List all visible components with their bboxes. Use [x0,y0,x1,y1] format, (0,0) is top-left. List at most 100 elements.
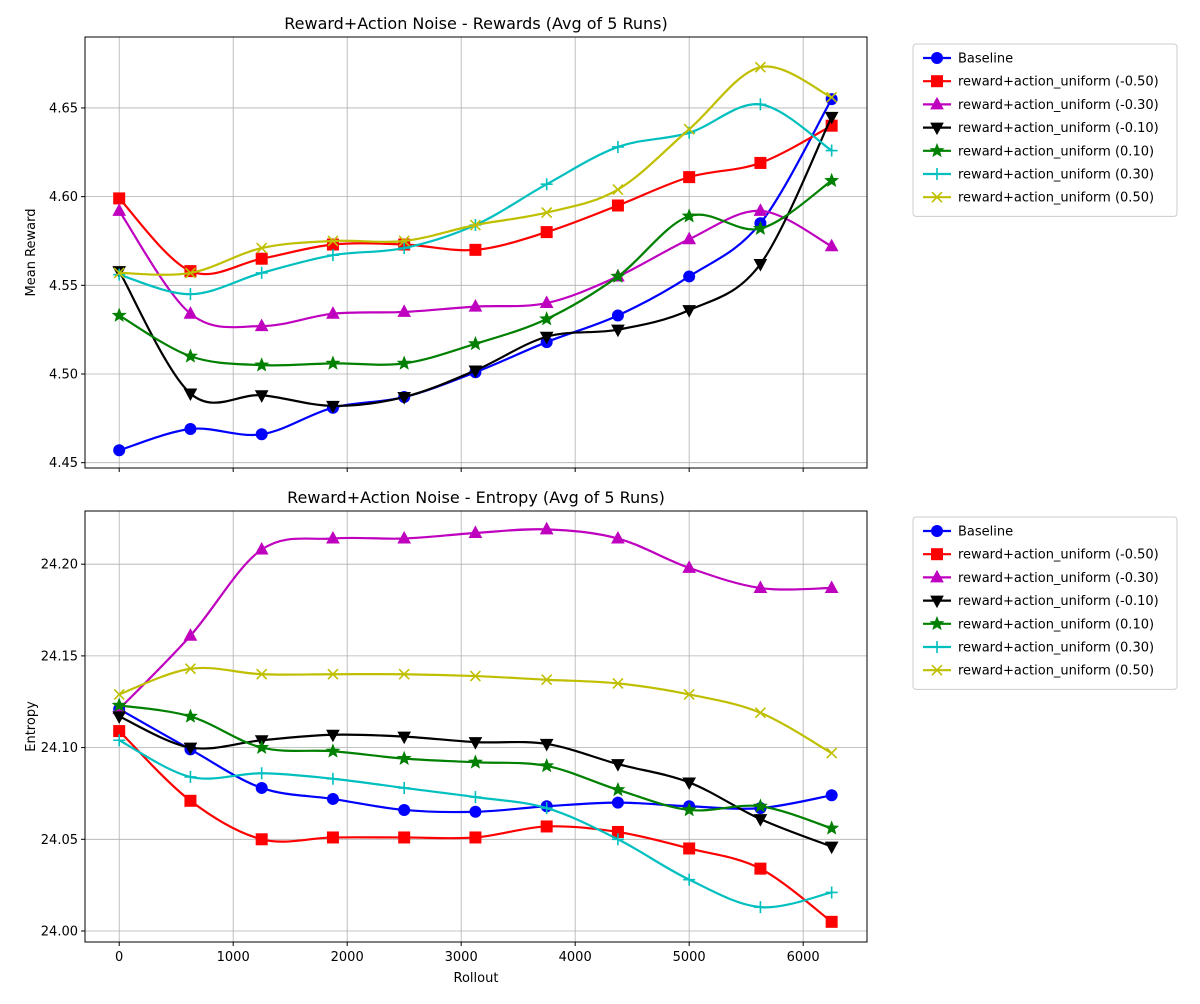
legend-reward-action-uniform-0-30-marker-1-2 [930,569,944,583]
p1-legend-label-reward-action-uniform-0-30: reward+action_uniform (-0.30) [958,571,1159,586]
reward-action-uniform-0-50-marker-0-5 [469,219,481,231]
p1-ytick-label-0: 24.00 [41,924,78,939]
p1-legend-item-reward-action-uniform-0-50: reward+action_uniform (0.50) [923,664,1154,679]
p1-xtick-label-6: 6000 [787,950,820,965]
reward-action-uniform-0-10-marker-0-3 [325,355,341,370]
reward-action-uniform-0-10-marker-1-0 [112,711,127,724]
p0-legend-label-reward-action-uniform-0-30: reward+action_uniform (-0.30) [958,98,1159,113]
reward-action-uniform-0-50-marker-1-7 [612,677,624,689]
baseline-marker-1-10 [825,789,838,802]
reward-action-uniform-0-30-marker-1-8 [683,873,696,886]
reward-action-uniform-0-30-marker-0-1 [183,306,198,319]
reward-action-uniform-0-30-marker-1-9 [754,901,767,914]
baseline-marker-1-3 [326,792,339,805]
reward-action-uniform-0-30-marker-1-2 [254,541,269,555]
p0-legend-frame [912,43,1178,217]
reward-action-uniform-0-30-marker-1-7 [611,833,624,846]
reward-action-uniform-0-50-marker-0-2 [255,252,268,265]
reward-action-uniform-0-30-marker-0-5 [468,299,483,312]
p0-legend-label-reward-action-uniform-0-50: reward+action_uniform (-0.50) [958,75,1159,90]
reward-action-uniform-0-30-marker-0-1 [184,288,197,301]
p1-axes-frame [84,510,868,943]
reward-action-uniform-0-30-marker-0-0 [113,268,126,281]
reward-action-uniform-0-30-marker-0-3 [326,306,340,319]
reward-action-uniform-0-50-marker-0-1 [184,267,197,279]
legend-baseline-marker-0-0 [931,52,943,64]
reward-action-uniform-0-50-marker-0-5 [469,243,482,256]
legend-reward-action-uniform-0-50-marker-0-6 [931,191,943,203]
p1-ytick-label-3: 24.15 [41,649,78,664]
reward-action-uniform-0-10-marker-0-9 [753,259,768,272]
reward-action-uniform-0-30-marker-1-4 [397,530,412,544]
p0-legend-label-baseline: Baseline [958,52,1013,67]
reward-action-uniform-0-10-marker-0-0 [111,307,127,322]
reward-action-uniform-0-30-marker-0-10 [824,238,839,252]
reward-action-uniform-0-50-marker-1-2 [256,668,268,680]
reward-action-uniform-0-10-marker-0-5 [467,335,483,351]
legend-reward-action-uniform-0-10-marker-0-3 [930,122,944,136]
legend-reward-action-uniform-0-10-marker-0-4 [929,142,945,158]
reward-action-uniform-0-10-marker-0-2 [254,357,270,372]
reward-action-uniform-0-10-marker-0-8 [681,208,697,223]
reward-action-uniform-0-10-marker-0-6 [539,331,554,345]
p0-legend-item-reward-action-uniform-0-10: reward+action_uniform (0.10) [923,142,1154,159]
reward-action-uniform-0-30-marker-0-6 [539,295,554,309]
reward-action-uniform-0-10-marker-0-8 [682,305,697,318]
reward-action-uniform-0-30-marker-0-8 [682,231,697,245]
reward-action-uniform-0-50-marker-1-5 [469,670,481,682]
p0-reward-action-uniform-0-50-markers [113,61,838,279]
reward-action-uniform-0-50-marker-1-5 [469,831,482,844]
reward-action-uniform-0-30-marker-1-5 [468,525,483,539]
p1-legend-item-baseline: Baseline [923,525,1013,540]
reward-action-uniform-0-10-marker-0-7 [610,268,626,283]
reward-action-uniform-0-50-marker-1-2 [255,833,268,846]
p1-reward-action-uniform-0-50-markers [113,663,838,759]
p1-legend-item-reward-action-uniform-0-50: reward+action_uniform (-0.50) [923,548,1159,563]
p1-reward-action-uniform-0-30-line [118,528,832,710]
legend-reward-action-uniform-0-30-marker-1-5 [931,641,943,653]
p0-reward-action-uniform-0-10-markers [112,111,839,414]
reward-action-uniform-0-30-marker-0-0 [112,203,127,216]
p1-xtick-label-3: 3000 [445,950,478,965]
reward-action-uniform-0-30-marker-0-6 [540,178,553,191]
reward-action-uniform-0-10-marker-0-4 [397,392,412,405]
p1-legend-item-reward-action-uniform-0-30: reward+action_uniform (-0.30) [923,569,1159,586]
reward-action-uniform-0-50-marker-1-0 [113,688,125,700]
reward-action-uniform-0-50-marker-1-6 [541,674,553,686]
legend-reward-action-uniform-0-10-marker-1-3 [930,595,944,609]
reward-action-uniform-0-10-marker-0-7 [611,324,625,338]
reward-action-uniform-0-30-marker-1-10 [824,580,839,594]
reward-action-uniform-0-30-marker-1-1 [184,770,197,783]
baseline-marker-1-5 [469,805,482,818]
p1-ytick-label-4: 24.20 [41,558,78,573]
legend-reward-action-uniform-0-30-marker-0-5 [931,168,943,180]
reward-action-uniform-0-10-marker-1-10 [824,841,839,855]
reward-action-uniform-0-50-marker-0-6 [541,207,553,219]
reward-action-uniform-0-10-marker-1-9 [752,798,768,813]
rewards-chart: 4.45 4.50 4.55 4.60 4.65 Reward+Action Noise … [24,14,1178,472]
reward-action-uniform-0-50-marker-1-10 [825,915,838,928]
reward-action-uniform-0-50-marker-1-1 [184,794,197,807]
reward-action-uniform-0-30-marker-1-3 [326,772,339,785]
reward-action-uniform-0-30-marker-0-3 [326,249,339,262]
reward-action-uniform-0-30-marker-0-4 [397,304,412,317]
p1-xtick-label-0: 0 [115,950,123,965]
reward-action-uniform-0-10-marker-0-6 [539,311,555,326]
p0-legend-label-reward-action-uniform-0-10: reward+action_uniform (0.10) [958,144,1154,159]
p1-legend-item-reward-action-uniform-0-30: reward+action_uniform (0.30) [923,641,1154,656]
reward-action-uniform-0-30-marker-0-9 [754,98,767,111]
reward-action-uniform-0-10-marker-1-5 [467,754,483,769]
reward-action-uniform-0-50-marker-0-0 [113,267,125,279]
reward-action-uniform-0-50-marker-0-4 [398,235,410,247]
reward-action-uniform-0-50-marker-1-3 [326,831,339,844]
p0-legend-item-reward-action-uniform-0-30: reward+action_uniform (-0.30) [923,96,1159,113]
reward-action-uniform-0-10-marker-0-4 [396,355,412,370]
reward-action-uniform-0-30-marker-0-2 [254,318,269,332]
reward-action-uniform-0-50-marker-1-3 [327,668,339,680]
legend-reward-action-uniform-0-50-marker-1-6 [931,664,943,676]
reward-action-uniform-0-50-marker-1-8 [683,688,695,700]
reward-action-uniform-0-50-marker-0-10 [826,91,838,103]
legend-baseline-marker-1-0 [931,525,943,537]
reward-action-uniform-0-10-marker-1-6 [539,758,555,773]
p1-reward-action-uniform-0-10-markers [111,697,840,835]
